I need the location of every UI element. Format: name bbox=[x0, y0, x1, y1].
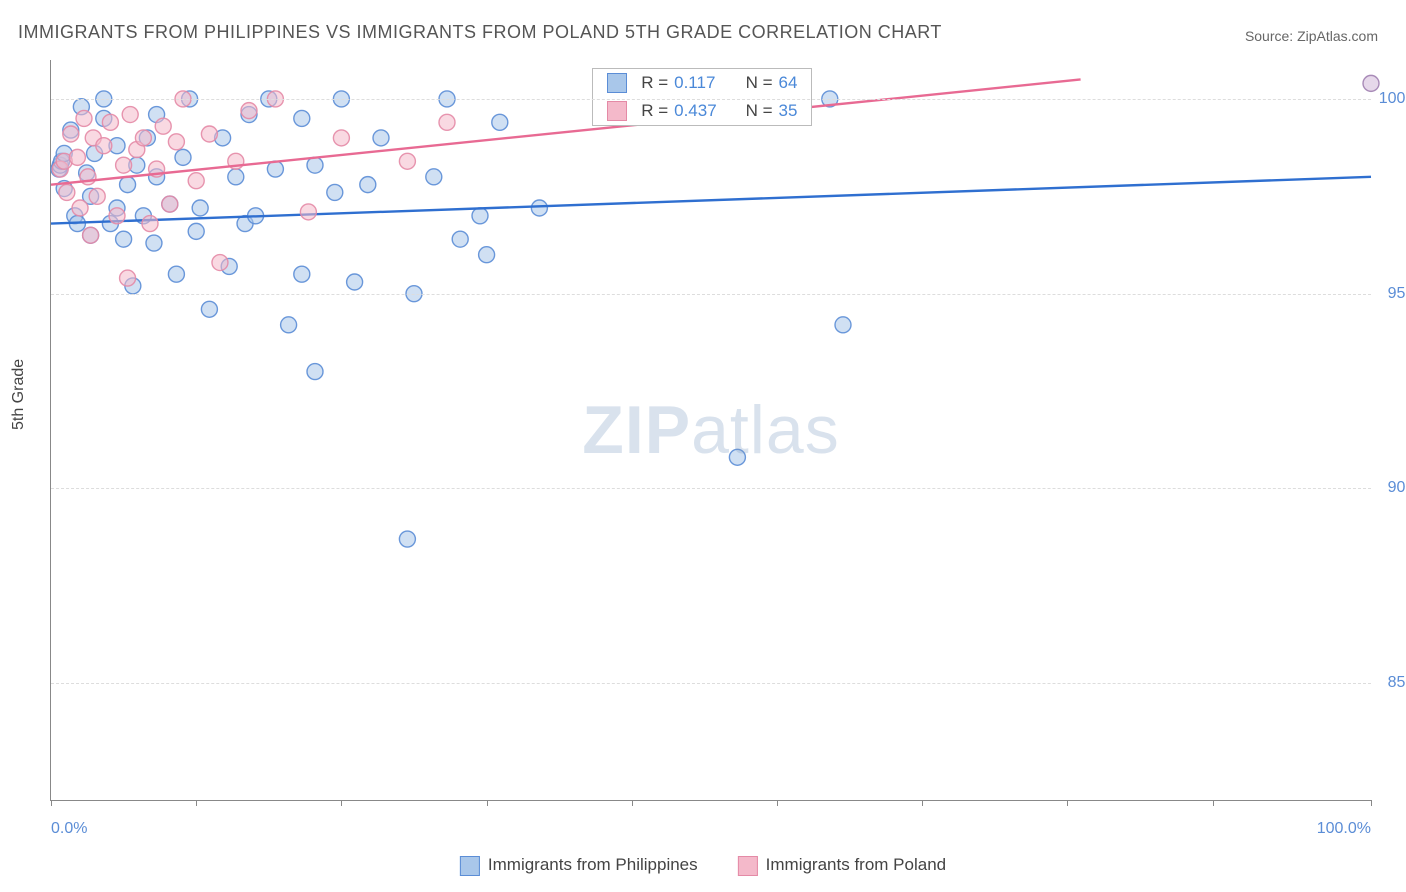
data-point bbox=[188, 223, 204, 239]
data-point bbox=[162, 196, 178, 212]
data-point bbox=[96, 138, 112, 154]
data-point bbox=[120, 270, 136, 286]
y-tick-label: 100.0% bbox=[1379, 90, 1406, 108]
legend-item: Immigrants from Philippines bbox=[460, 855, 698, 876]
x-tick-mark bbox=[1371, 800, 1372, 806]
data-point bbox=[102, 114, 118, 130]
data-point bbox=[83, 227, 99, 243]
data-point bbox=[120, 177, 136, 193]
x-tick-mark bbox=[487, 800, 488, 806]
data-point bbox=[426, 169, 442, 185]
y-tick-label: 95.0% bbox=[1388, 285, 1406, 303]
data-point bbox=[188, 173, 204, 189]
gridline bbox=[51, 488, 1371, 489]
data-point bbox=[399, 153, 415, 169]
source-attribution: Source: ZipAtlas.com bbox=[1245, 28, 1378, 44]
data-point bbox=[142, 216, 158, 232]
data-point bbox=[135, 130, 151, 146]
data-point bbox=[168, 266, 184, 282]
data-point bbox=[333, 130, 349, 146]
x-tick-mark bbox=[632, 800, 633, 806]
y-axis-label: 5th Grade bbox=[10, 359, 28, 430]
data-point bbox=[347, 274, 363, 290]
data-point bbox=[439, 114, 455, 130]
y-tick-label: 90.0% bbox=[1388, 479, 1406, 497]
legend-item: Immigrants from Poland bbox=[738, 855, 946, 876]
series-legend: Immigrants from Philippines Immigrants fr… bbox=[460, 855, 946, 876]
data-point bbox=[122, 107, 138, 123]
data-point bbox=[360, 177, 376, 193]
data-point bbox=[192, 200, 208, 216]
x-tick-mark bbox=[777, 800, 778, 806]
data-point bbox=[155, 118, 171, 134]
legend-swatch bbox=[738, 856, 758, 876]
data-point bbox=[835, 317, 851, 333]
x-tick-mark bbox=[922, 800, 923, 806]
x-tick-label: 100.0% bbox=[1317, 820, 1371, 838]
plot-svg bbox=[51, 60, 1371, 800]
data-point bbox=[492, 114, 508, 130]
legend-swatch bbox=[607, 101, 627, 121]
data-point bbox=[531, 200, 547, 216]
x-tick-mark bbox=[341, 800, 342, 806]
data-point bbox=[76, 110, 92, 126]
data-point bbox=[294, 266, 310, 282]
data-point bbox=[307, 157, 323, 173]
x-tick-mark bbox=[196, 800, 197, 806]
gridline bbox=[51, 99, 1371, 100]
chart-title: IMMIGRANTS FROM PHILIPPINES VS IMMIGRANT… bbox=[18, 22, 942, 43]
data-point bbox=[89, 188, 105, 204]
data-point bbox=[175, 149, 191, 165]
data-point bbox=[212, 255, 228, 271]
x-tick-mark bbox=[51, 800, 52, 806]
data-point bbox=[327, 184, 343, 200]
data-point bbox=[307, 364, 323, 380]
data-point bbox=[59, 184, 75, 200]
x-tick-mark bbox=[1067, 800, 1068, 806]
data-point bbox=[479, 247, 495, 263]
data-point bbox=[146, 235, 162, 251]
trend-line bbox=[51, 177, 1371, 224]
legend-row: R = 0.437 N = 35 bbox=[593, 97, 811, 125]
data-point bbox=[201, 126, 217, 142]
data-point bbox=[109, 208, 125, 224]
correlation-legend: R = 0.117 N = 64 R = 0.437 N = 35 bbox=[592, 68, 812, 126]
legend-swatch bbox=[607, 73, 627, 93]
data-point bbox=[399, 531, 415, 547]
gridline bbox=[51, 683, 1371, 684]
data-point bbox=[69, 149, 85, 165]
data-point bbox=[116, 231, 132, 247]
x-tick-mark bbox=[1213, 800, 1214, 806]
data-point bbox=[201, 301, 217, 317]
data-point bbox=[472, 208, 488, 224]
gridline bbox=[51, 294, 1371, 295]
y-tick-label: 85.0% bbox=[1388, 674, 1406, 692]
data-point bbox=[228, 169, 244, 185]
data-point bbox=[168, 134, 184, 150]
data-point bbox=[116, 157, 132, 173]
data-point bbox=[300, 204, 316, 220]
legend-row: R = 0.117 N = 64 bbox=[593, 69, 811, 97]
legend-swatch bbox=[460, 856, 480, 876]
data-point bbox=[1363, 75, 1379, 91]
data-point bbox=[294, 110, 310, 126]
data-point bbox=[373, 130, 389, 146]
x-tick-label: 0.0% bbox=[51, 820, 87, 838]
data-point bbox=[241, 103, 257, 119]
scatter-plot: ZIPatlas R = 0.117 N = 64 R = 0.437 N = … bbox=[50, 60, 1371, 801]
data-point bbox=[729, 449, 745, 465]
data-point bbox=[281, 317, 297, 333]
data-point bbox=[72, 200, 88, 216]
data-point bbox=[452, 231, 468, 247]
data-point bbox=[63, 126, 79, 142]
